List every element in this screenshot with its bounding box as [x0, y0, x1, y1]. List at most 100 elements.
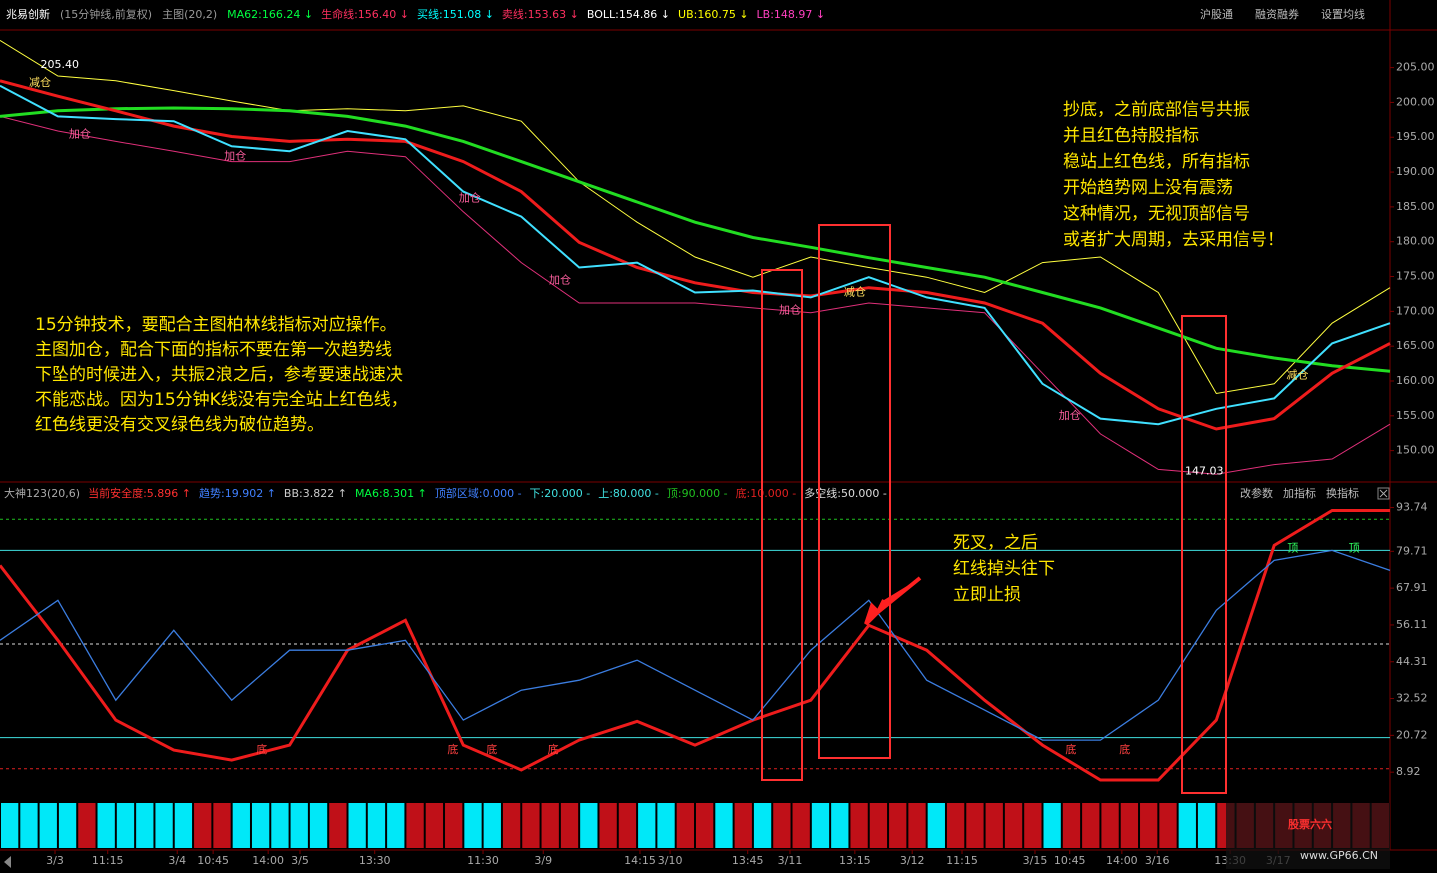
signal-label: 加仓	[779, 303, 801, 317]
header-item: LB:148.97 ↓	[757, 8, 826, 21]
annotation: 红色线更没有交叉绿色线为破位趋势。	[35, 415, 324, 435]
signal-bar	[290, 803, 308, 848]
signal-label: 顶	[1287, 542, 1298, 555]
annotation: 15分钟技术，要配合主图柏林线指标对应操作。	[35, 315, 397, 335]
header-button[interactable]: 融资融券	[1255, 7, 1299, 21]
signal-bar	[502, 803, 521, 848]
y-tick-label: 8.92	[1396, 765, 1421, 778]
signal-bar	[889, 803, 907, 848]
y-tick-label: 185.00	[1396, 200, 1435, 213]
plot-layer: 兆易创新 (15分钟线,前复权) 主图(20,2) MA62:166.24 ↓ 生命线:…	[0, 7, 1435, 869]
level-label: 上:80.000 -	[598, 487, 659, 500]
signal-bar	[251, 803, 270, 848]
series-line	[0, 79, 1391, 431]
signal-bar	[560, 803, 579, 848]
signal-label: 底	[447, 742, 458, 756]
signal-bar	[309, 803, 328, 848]
price-label: 205.40	[41, 58, 80, 71]
x-tick-label: 10:45	[197, 854, 229, 867]
level-label: 多空线:50.000 -	[804, 486, 887, 500]
signal-bar	[946, 803, 965, 848]
signal-bar	[445, 803, 463, 848]
x-tick-label: 3/3	[46, 854, 64, 867]
header-label: (15分钟线,前复权)	[60, 7, 152, 21]
annotation: 开始趋势网上没有震荡	[1063, 178, 1233, 198]
x-tick-label: 3/12	[900, 854, 925, 867]
signal-bar	[850, 803, 868, 848]
watermark-title: 股票六六	[1288, 817, 1332, 831]
y-tick-label: 20.72	[1396, 728, 1428, 741]
signal-bar	[541, 803, 559, 848]
header-item: UB:160.75 ↓	[678, 8, 749, 21]
close-button[interactable]	[1377, 487, 1390, 500]
indicator-button[interactable]: 加指标	[1283, 486, 1316, 500]
signal-bar	[1159, 803, 1177, 848]
header-button[interactable]: 设置均线	[1321, 7, 1365, 21]
signal-bar	[522, 803, 540, 848]
signal-bar	[985, 803, 1003, 848]
annotation: 立即止损	[953, 585, 1021, 605]
signal-bar	[464, 803, 482, 848]
signal-bar	[232, 803, 250, 848]
highlight-box	[1181, 315, 1227, 794]
signal-bar	[136, 803, 154, 848]
signal-bar	[1101, 803, 1119, 848]
signal-bar	[792, 803, 810, 848]
watermark-box	[1226, 803, 1390, 869]
arrow	[864, 576, 922, 626]
signal-bar	[367, 803, 386, 848]
y-tick-label: 200.00	[1396, 95, 1435, 108]
y-tick-label: 170.00	[1396, 304, 1435, 317]
x-tick-label: 13:45	[732, 854, 764, 867]
header-item: 卖线:153.63 ↓	[502, 7, 579, 21]
indicator-button[interactable]: 换指标	[1326, 486, 1359, 500]
signal-label: 减仓	[29, 75, 51, 89]
signal-bar	[387, 803, 405, 848]
signal-bar	[696, 803, 714, 848]
indicator-item: 大神123(20,6)	[4, 486, 80, 500]
scroll-arrow[interactable]	[4, 856, 11, 868]
signal-bar	[483, 803, 501, 848]
y-tick-label: 175.00	[1396, 270, 1435, 283]
x-tick-label: 3/10	[658, 854, 683, 867]
signal-bar	[1082, 803, 1100, 848]
annotation: 并且红色持股指标	[1063, 126, 1199, 146]
y-tick-label: 205.00	[1396, 61, 1435, 74]
signal-bar	[194, 803, 212, 848]
signal-bar	[927, 803, 945, 848]
y-tick-label: 155.00	[1396, 409, 1435, 422]
y-tick-label: 44.31	[1396, 655, 1428, 668]
signal-bar	[1004, 803, 1023, 848]
y-tick-label: 150.00	[1396, 444, 1435, 457]
signal-bar	[811, 803, 830, 848]
signal-label: 加仓	[459, 191, 481, 205]
signal-bar	[213, 803, 231, 848]
signal-bar	[869, 803, 888, 848]
annotation: 红线掉头往下	[953, 559, 1055, 579]
signal-bar	[1140, 803, 1158, 848]
y-tick-label: 180.00	[1396, 235, 1435, 248]
indicator-button[interactable]: 改参数	[1240, 486, 1273, 500]
signal-bar	[908, 803, 926, 848]
annotation: 不能恋战。因为15分钟K线没有完全站上红色线，	[35, 389, 408, 410]
signal-bar	[734, 803, 752, 848]
x-tick-label: 3/5	[291, 854, 309, 867]
series-line	[0, 509, 1390, 782]
x-tick-label: 3/15	[1023, 854, 1048, 867]
signal-bar	[271, 803, 289, 848]
signal-bar	[657, 803, 675, 848]
signal-label: 底	[256, 742, 267, 756]
series-line	[0, 84, 1391, 426]
signal-bar	[580, 803, 598, 848]
signal-bar	[39, 803, 57, 848]
x-tick-label: 11:15	[92, 854, 124, 867]
annotation: 死叉，之后	[953, 533, 1038, 553]
signal-bar	[406, 803, 424, 848]
signal-label: 减仓	[844, 285, 866, 299]
annotation: 主图加仓，配合下面的指标不要在第一次趋势线	[35, 340, 392, 360]
signal-bar	[20, 803, 38, 848]
x-tick-label: 3/9	[534, 854, 552, 867]
header-button[interactable]: 沪股通	[1200, 7, 1233, 21]
x-tick-label: 14:00	[1106, 854, 1138, 867]
